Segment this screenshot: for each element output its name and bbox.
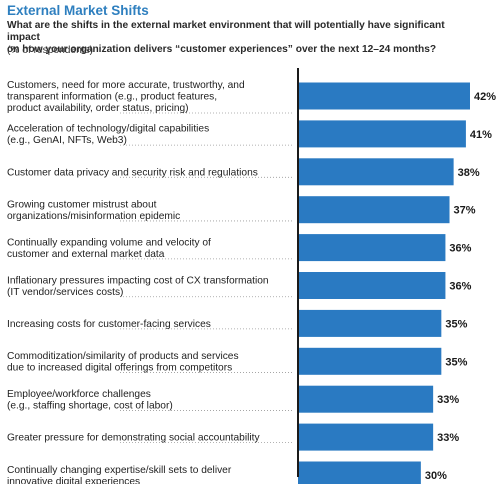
category-label: Commoditization/similarity of products a… bbox=[7, 351, 239, 374]
bar bbox=[298, 120, 466, 148]
survey-question-line-1: What are the shifts in the external mark… bbox=[7, 20, 445, 43]
category-label-line: Employee/workforce challenges bbox=[7, 389, 151, 400]
value-label: 42% bbox=[474, 91, 496, 103]
category-label-line: Increasing costs for customer-facing ser… bbox=[7, 319, 211, 330]
category-label: Continually expanding volume and velocit… bbox=[7, 237, 211, 260]
category-label: Increasing costs for customer-facing ser… bbox=[7, 319, 211, 330]
category-label: Growing customer mistrust about organizat… bbox=[7, 199, 180, 222]
category-label-line: (IT vendor/services costs) bbox=[7, 287, 123, 298]
bar bbox=[298, 347, 442, 375]
category-label-line: Customers, need for more accurate, trust… bbox=[7, 80, 245, 91]
bar bbox=[298, 423, 434, 451]
value-label: 33% bbox=[437, 394, 459, 406]
value-label: 35% bbox=[445, 356, 467, 368]
category-label-line: due to increased digital offerings from … bbox=[7, 363, 232, 374]
category-label-line: organizations/misinformation epidemic bbox=[7, 211, 180, 222]
bar bbox=[298, 461, 421, 484]
value-label: 41% bbox=[470, 129, 492, 141]
category-label-line: Continually expanding volume and velocit… bbox=[7, 237, 211, 248]
category-label-line: customer and external market data bbox=[7, 249, 165, 260]
category-label-line: Inflationary pressures impacting cost of… bbox=[7, 275, 269, 286]
bar bbox=[298, 158, 454, 186]
value-label: 35% bbox=[445, 318, 467, 330]
category-label: Employee/workforce challenges (e.g., staf… bbox=[7, 389, 173, 412]
bar bbox=[298, 234, 446, 262]
respondent-base-note: (% of respondents) bbox=[7, 45, 94, 56]
category-label: Inflationary pressures impacting cost of… bbox=[7, 275, 269, 298]
bars bbox=[298, 82, 470, 484]
category-label-line: Acceleration of technology/digital capab… bbox=[7, 124, 209, 135]
category-label: Customers, need for more accurate, trust… bbox=[7, 80, 245, 114]
category-label-line: (e.g., staffing shortage, cost of labor) bbox=[7, 400, 173, 411]
category-label-line: Growing customer mistrust about bbox=[7, 199, 157, 210]
category-label-line: innovative digital experiences bbox=[7, 476, 140, 484]
category-label: Acceleration of technology/digital capab… bbox=[7, 124, 209, 147]
chart-title: External Market Shifts bbox=[7, 3, 149, 18]
category-labels: Customers, need for more accurate, trust… bbox=[7, 80, 269, 484]
category-label-line: Commoditization/similarity of products a… bbox=[7, 351, 239, 362]
value-label: 38% bbox=[458, 167, 480, 179]
category-label-line: Customer data privacy and security risk … bbox=[7, 167, 258, 178]
value-label: 30% bbox=[425, 470, 447, 482]
bar bbox=[298, 309, 442, 337]
value-label: 37% bbox=[454, 205, 476, 217]
value-labels: 42% 41% 38% 37% 36% 36% 35% 35% 33% 33% 30% bbox=[425, 91, 496, 482]
bar bbox=[298, 272, 446, 299]
survey-question-line-2: on how your organization delivers “custo… bbox=[7, 44, 437, 55]
category-label-line: Continually changing expertise/skill set… bbox=[7, 465, 232, 476]
bar bbox=[298, 385, 434, 413]
category-label: Continually changing expertise/skill set… bbox=[7, 465, 232, 484]
category-label: Greater pressure for demonstrating socia… bbox=[7, 433, 260, 444]
value-label: 36% bbox=[449, 243, 471, 255]
value-label: 36% bbox=[449, 281, 471, 293]
category-label-line: transparent information (e.g., product f… bbox=[7, 92, 217, 103]
category-label: Customer data privacy and security risk … bbox=[7, 167, 258, 178]
bar bbox=[298, 196, 450, 224]
value-label: 33% bbox=[437, 432, 459, 444]
category-label-line: (e.g., GenAI, NFTs, Web3) bbox=[7, 135, 127, 146]
survey-question: What are the shifts in the external mark… bbox=[7, 20, 477, 56]
category-label-line: product availability, order status, pric… bbox=[7, 103, 189, 114]
category-label-line: Greater pressure for demonstrating socia… bbox=[7, 433, 260, 444]
bar bbox=[298, 82, 470, 110]
